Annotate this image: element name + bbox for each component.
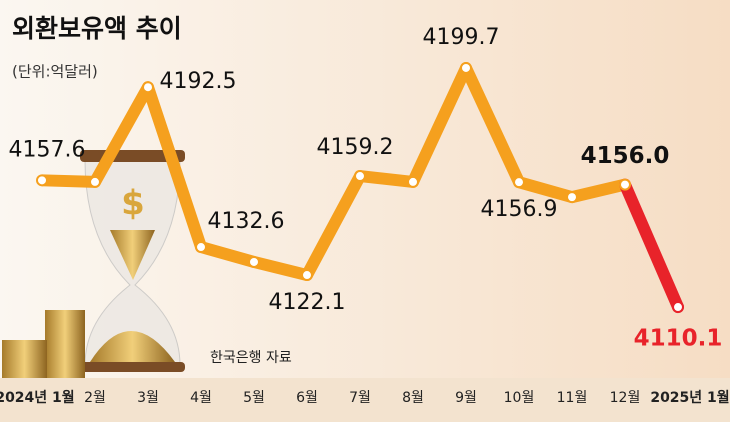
point [142, 81, 154, 94]
value-label: 4199.7 [423, 25, 500, 50]
x-tick-label: 12월 [610, 390, 641, 406]
point [354, 170, 366, 183]
x-tick-label: 2024년 1월 [0, 389, 75, 406]
svg-text:$: $ [121, 184, 145, 224]
highlight-line [619, 178, 684, 314]
x-tick-label: 7월 [349, 390, 371, 406]
value-label: 4156.0 [581, 143, 670, 169]
x-tick-label: 9월 [455, 390, 477, 406]
line [41, 61, 627, 282]
value-label: 4192.5 [160, 69, 237, 94]
point [195, 241, 207, 254]
x-tick-label: 2025년 1월 [650, 389, 729, 406]
point [248, 255, 260, 268]
x-axis-band [0, 378, 730, 422]
value-label: 4110.1 [634, 326, 723, 352]
value-label: 4159.2 [317, 135, 394, 160]
point [513, 176, 525, 189]
chart-title: 외환보유액 추이 [12, 14, 182, 43]
point [566, 191, 578, 204]
x-tick-label: 5월 [243, 390, 265, 406]
decoration: $ [2, 150, 185, 380]
value-label: 4122.1 [269, 290, 346, 315]
value-label: 4157.6 [9, 137, 86, 162]
value-label: 4132.6 [208, 209, 285, 234]
x-tick-label: 8월 [402, 390, 424, 406]
point [301, 269, 313, 282]
x-tick-label: 6월 [296, 390, 318, 406]
point [89, 175, 101, 188]
x-tick-label: 3월 [137, 390, 159, 406]
point [619, 178, 631, 191]
point [407, 175, 419, 188]
source: 한국은행 자료 [210, 350, 292, 366]
x-tick-label: 10월 [504, 390, 535, 406]
point [460, 61, 472, 74]
point [672, 301, 684, 314]
value-label: 4156.9 [481, 197, 558, 222]
x-tick-label: 4월 [190, 390, 212, 406]
chart-subtitle: (단위:억달러) [12, 63, 98, 81]
x-tick-label: 2월 [84, 390, 106, 406]
x-tick-label: 11월 [557, 390, 588, 406]
point [36, 174, 48, 187]
